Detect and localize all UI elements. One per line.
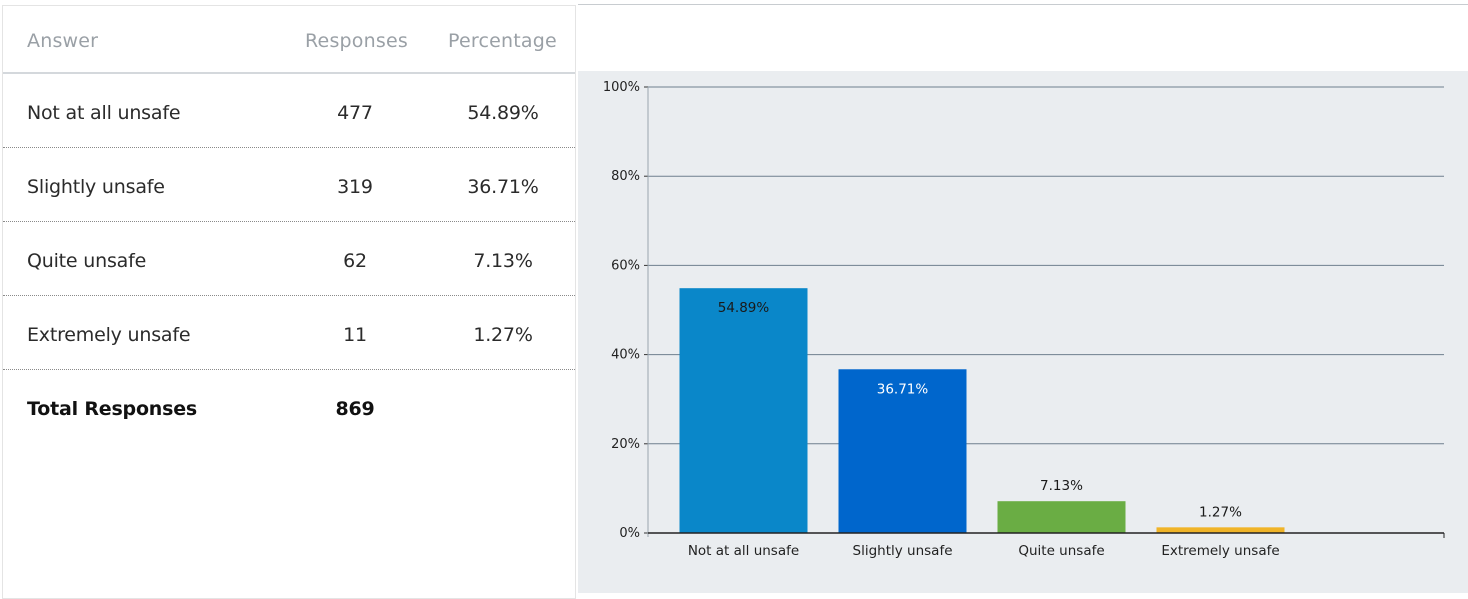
row-answer: Not at all unsafe bbox=[27, 102, 181, 124]
row-percentage: 1.27% bbox=[473, 324, 533, 346]
y-tick-label: 40% bbox=[611, 348, 640, 363]
total-row: Total Responses 869 bbox=[3, 370, 575, 444]
row-answer: Quite unsafe bbox=[27, 250, 147, 272]
row-percentage: 54.89% bbox=[467, 102, 539, 124]
header-percentage[interactable]: Percentage bbox=[448, 30, 557, 52]
row-responses: 319 bbox=[337, 176, 373, 198]
header-responses[interactable]: Responses bbox=[305, 30, 408, 52]
row-responses: 11 bbox=[343, 324, 367, 346]
y-tick-label: 80% bbox=[611, 169, 640, 184]
x-tick-label: Quite unsafe bbox=[1018, 543, 1104, 559]
bar-chart-svg: 0% 20% 40% 60% 80% 100% 54.89% Not at all unsaf… bbox=[603, 80, 1445, 559]
bar-chart: 0% 20% 40% 60% 80% 100% 54.89% Not at all unsaf… bbox=[578, 71, 1468, 593]
y-tick-label: 0% bbox=[619, 526, 640, 541]
data-label: 7.13% bbox=[1040, 478, 1083, 494]
row-answer: Slightly unsafe bbox=[27, 176, 165, 198]
row-answer: Extremely unsafe bbox=[27, 324, 191, 346]
bar bbox=[997, 501, 1126, 533]
data-label: 54.89% bbox=[718, 300, 770, 316]
y-tick-label: 20% bbox=[611, 437, 640, 452]
bar bbox=[679, 288, 808, 533]
chart-top-border bbox=[578, 4, 1468, 5]
row-responses: 62 bbox=[343, 250, 367, 272]
table-header: Answer Responses Percentage bbox=[3, 6, 575, 74]
bar bbox=[838, 369, 967, 533]
header-answer[interactable]: Answer bbox=[27, 30, 99, 52]
total-label: Total Responses bbox=[27, 398, 198, 420]
row-percentage: 7.13% bbox=[473, 250, 533, 272]
table-row: Not at all unsafe 477 54.89% bbox=[3, 74, 575, 148]
table-row: Extremely unsafe 11 1.27% bbox=[3, 296, 575, 370]
y-tick-label: 100% bbox=[603, 80, 640, 95]
x-tick-label: Not at all unsafe bbox=[688, 543, 799, 559]
bar bbox=[1156, 527, 1285, 533]
x-tick-label: Extremely unsafe bbox=[1161, 543, 1279, 559]
total-value: 869 bbox=[335, 398, 375, 420]
row-responses: 477 bbox=[337, 102, 373, 124]
table-row: Slightly unsafe 319 36.71% bbox=[3, 148, 575, 222]
responses-table: Answer Responses Percentage Not at all u… bbox=[2, 5, 576, 599]
table-row: Quite unsafe 62 7.13% bbox=[3, 222, 575, 296]
row-percentage: 36.71% bbox=[467, 176, 539, 198]
data-label: 36.71% bbox=[877, 381, 929, 397]
y-tick-label: 60% bbox=[611, 258, 640, 273]
x-tick-label: Slightly unsafe bbox=[853, 543, 953, 559]
data-label: 1.27% bbox=[1199, 504, 1242, 520]
